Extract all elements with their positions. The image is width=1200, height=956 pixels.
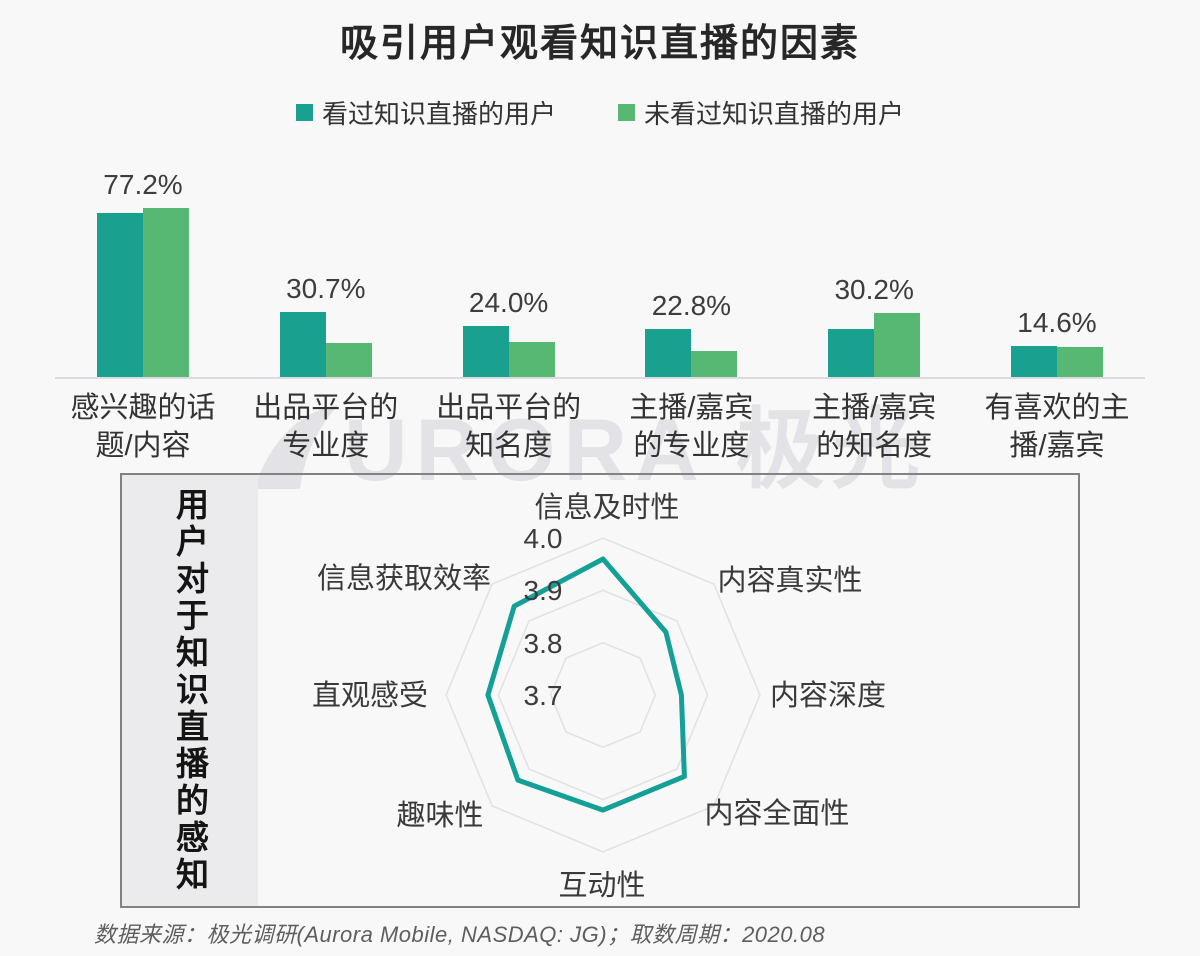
- radar-scale-label: 3.8: [524, 628, 563, 659]
- radar-axis-label: 信息及时性: [534, 491, 679, 524]
- bar: [1056, 347, 1103, 377]
- bar-pair: [1010, 346, 1103, 377]
- bar-group: 24.0%: [427, 287, 591, 377]
- bar-category-label: 出品平台的 知名度: [436, 392, 582, 462]
- bar: [143, 208, 189, 377]
- radar-scale-label: 3.7: [524, 680, 563, 711]
- legend: 看过知识直播的用户 未看过知识直播的用户: [0, 94, 1200, 131]
- bar-value-label: 30.7%: [286, 273, 366, 304]
- bar-group: 77.2%: [61, 169, 225, 377]
- radar-data-polygon: [485, 556, 687, 813]
- radar-axis-label: 信息获取效率: [317, 562, 491, 595]
- bar-value-label: 24.0%: [468, 287, 549, 318]
- bar-pair: [645, 329, 738, 377]
- bar: [1010, 346, 1057, 377]
- radar-grid-ring: [497, 589, 709, 801]
- bar-pair: [828, 313, 921, 377]
- radar-grid-ring: [549, 641, 657, 749]
- bar-group: 30.2%: [792, 274, 956, 377]
- radar-scale-label: 4.0: [524, 523, 563, 554]
- bar-value-label: 77.2%: [103, 169, 183, 200]
- radar-axis-label: 趣味性: [396, 799, 483, 832]
- legend-label: 看过知识直播的用户: [321, 99, 556, 129]
- bar: [645, 329, 692, 377]
- bar: [279, 312, 326, 377]
- bar-category-label: 有喜欢的主 播/嘉宾: [984, 392, 1130, 462]
- bar-value-label: 14.6%: [1017, 307, 1097, 338]
- bar-pair: [97, 208, 189, 377]
- bar-category-label: 主播/嘉宾 的专业度: [629, 392, 754, 462]
- bar-groups: 77.2% 30.7% 24.0% 22.8% 30.2% 14.6%: [55, 140, 1145, 377]
- radar-panel-title: 用户对于知识直播的感知: [171, 487, 209, 894]
- bar-group: 14.6%: [975, 307, 1139, 377]
- bar: [462, 326, 509, 377]
- page-title: 吸引用户观看知识直播的因素: [339, 23, 860, 65]
- x-axis-baseline: [55, 377, 1145, 379]
- legend-item-watched: 看过知识直播的用户: [295, 94, 556, 131]
- radar-axis-label: 互动性: [558, 869, 645, 902]
- bar: [874, 313, 921, 377]
- bar: [691, 351, 738, 377]
- legend-label: 未看过知识直播的用户: [644, 99, 905, 129]
- bar-value-label: 30.2%: [834, 274, 914, 305]
- bar: [508, 342, 555, 377]
- legend-item-not-watched: 未看过知识直播的用户: [618, 94, 904, 131]
- bar-chart: 77.2% 30.7% 24.0% 22.8% 30.2% 14.6% 感兴趣的话 题/内容…: [55, 140, 1145, 465]
- radar-axis-label: 内容真实性: [717, 564, 862, 597]
- bar: [325, 343, 372, 377]
- bar-category-label: 出品平台的 专业度: [253, 392, 399, 462]
- radar-axis-label: 内容深度: [770, 679, 886, 712]
- radar-axis-label: 内容全面性: [704, 797, 849, 830]
- radar-panel: 用户对于知识直播的感知 4.0 3.9 3.8 3.7 信息及时性内容真实性内容深度内容…: [120, 473, 1080, 908]
- legend-swatch-green-icon: [618, 104, 635, 121]
- bar: [97, 213, 143, 377]
- radar-scale-label: 3.9: [524, 575, 563, 606]
- bar-category-label: 感兴趣的话 题/内容: [70, 392, 216, 462]
- bar-pair: [462, 326, 555, 377]
- bar-group: 22.8%: [609, 290, 773, 377]
- legend-swatch-teal-icon: [295, 104, 313, 121]
- bar-value-label: 22.8%: [651, 290, 732, 321]
- bar: [828, 329, 875, 377]
- radar-axis-label: 直观感受: [312, 679, 428, 712]
- radar-panel-side-band: 用户对于知识直播的感知: [122, 475, 258, 906]
- bar-pair: [279, 312, 372, 377]
- data-source-note: 数据来源：极光调研(Aurora Mobile, NASDAQ: JG)；取数周…: [94, 922, 826, 947]
- bar-category-label: 主播/嘉宾 的知名度: [812, 392, 937, 462]
- bar-category-labels: 感兴趣的话 题/内容 出品平台的 专业度 出品平台的 知名度 主播/嘉宾 的专业度 主播/嘉宾的…: [55, 389, 1145, 465]
- radar-grid-ring: [445, 537, 761, 853]
- bar-group: 30.7%: [244, 273, 408, 377]
